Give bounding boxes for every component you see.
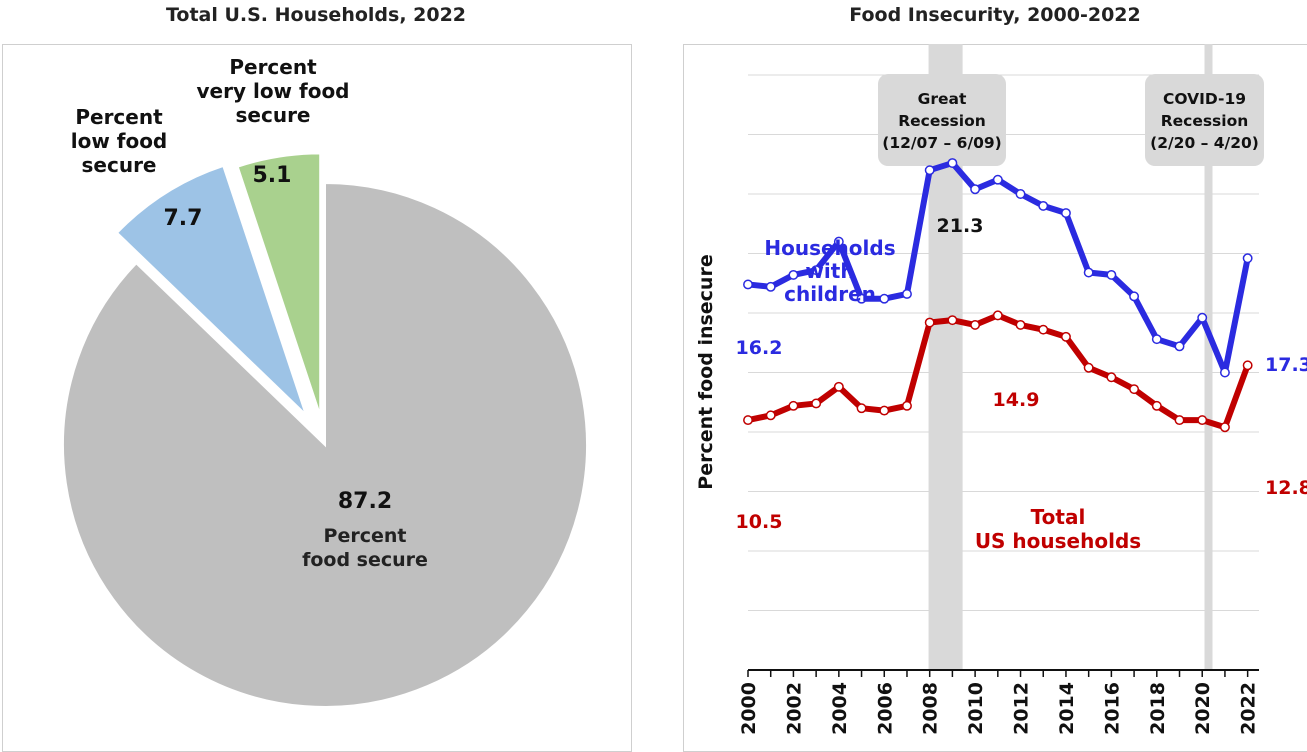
pie-slice-label: secure bbox=[82, 153, 157, 177]
data-point bbox=[947, 158, 958, 169]
data-point bbox=[1219, 367, 1230, 378]
data-point bbox=[1015, 189, 1026, 199]
x-tick-label: 2016 bbox=[1101, 682, 1123, 735]
recession-label: Great bbox=[918, 90, 967, 108]
line-chart-title: Food Insecurity, 2000-2022 bbox=[849, 4, 1141, 26]
data-point bbox=[1197, 415, 1208, 426]
data-point bbox=[1242, 360, 1253, 371]
recession-label: (2/20 – 4/20) bbox=[1150, 134, 1259, 152]
x-tick-label: 2002 bbox=[783, 682, 805, 735]
data-point bbox=[1083, 362, 1094, 373]
data-point bbox=[902, 289, 912, 299]
pie-slice-label: very low food bbox=[197, 79, 350, 103]
data-point bbox=[879, 405, 890, 416]
data-point bbox=[992, 310, 1003, 321]
data-point bbox=[1106, 372, 1117, 383]
pie-slice-value: 7.7 bbox=[164, 206, 203, 231]
x-tick-label: 2022 bbox=[1238, 682, 1260, 735]
pie-slice bbox=[236, 152, 322, 416]
recession-label: COVID-19 bbox=[1163, 90, 1246, 108]
data-point bbox=[992, 174, 1003, 185]
data-point bbox=[788, 269, 799, 280]
x-tick-label: 2018 bbox=[1147, 682, 1169, 735]
data-point bbox=[970, 184, 981, 195]
data-point bbox=[856, 403, 867, 414]
data-point bbox=[1106, 269, 1117, 280]
pie-slice bbox=[115, 164, 307, 416]
recession-label: Recession bbox=[898, 112, 986, 130]
data-point bbox=[1061, 331, 1071, 342]
pie-slice-label: Percent bbox=[229, 55, 317, 79]
series-name-label: with bbox=[805, 259, 854, 283]
data-point bbox=[1174, 415, 1185, 426]
data-point bbox=[856, 293, 867, 304]
data-point bbox=[947, 315, 958, 326]
y-axis-label: Percent food insecure bbox=[695, 254, 717, 489]
data-point bbox=[924, 317, 935, 328]
data-point bbox=[743, 415, 753, 426]
data-point bbox=[902, 400, 912, 411]
recession-label: Recession bbox=[1161, 112, 1249, 130]
data-point bbox=[1219, 422, 1230, 433]
pie-slice-label: Percent bbox=[75, 105, 163, 129]
data-point bbox=[788, 400, 799, 411]
data-point bbox=[1038, 324, 1049, 335]
data-point bbox=[833, 381, 844, 392]
x-tick-label: 2012 bbox=[1011, 682, 1033, 735]
pie-slice-value: 87.2 bbox=[338, 489, 392, 514]
pie-slice-label: secure bbox=[236, 103, 311, 127]
x-tick-label: 2020 bbox=[1192, 682, 1214, 735]
x-tick-label: 2000 bbox=[738, 682, 760, 735]
data-point bbox=[970, 319, 981, 330]
data-point bbox=[1151, 334, 1162, 345]
pie-slice-value: 5.1 bbox=[253, 163, 292, 188]
series-start-label: 10.5 bbox=[736, 511, 783, 533]
x-tick-label: 2014 bbox=[1056, 682, 1078, 735]
pie-slice-label: low food bbox=[71, 129, 168, 153]
recession-label-box bbox=[1145, 74, 1264, 166]
data-point bbox=[811, 265, 822, 276]
x-tick-label: 2006 bbox=[874, 682, 896, 735]
series-end-label: 12.8 bbox=[1265, 477, 1307, 499]
pie-chart-title: Total U.S. Households, 2022 bbox=[165, 4, 467, 26]
series-end-label: 17.3 bbox=[1265, 354, 1307, 376]
data-point bbox=[833, 236, 844, 247]
x-tick-label: 2008 bbox=[920, 682, 942, 735]
pie-slice-label: food secure bbox=[302, 549, 428, 571]
series-peak-label: 14.9 bbox=[993, 389, 1040, 411]
data-point bbox=[1038, 200, 1049, 211]
recession-band bbox=[1204, 44, 1213, 670]
data-point bbox=[879, 293, 890, 304]
data-point bbox=[1083, 267, 1094, 278]
data-point bbox=[924, 165, 935, 176]
data-point bbox=[1061, 208, 1071, 218]
data-point bbox=[1129, 384, 1140, 395]
data-point bbox=[1242, 253, 1253, 264]
data-point bbox=[765, 281, 776, 292]
data-point bbox=[743, 279, 753, 290]
series-name-label: Total bbox=[1031, 505, 1086, 529]
series-peak-label: 21.3 bbox=[937, 215, 984, 237]
x-tick-label: 2010 bbox=[965, 682, 987, 735]
series-name-label: Households bbox=[764, 236, 895, 260]
pie-slice bbox=[62, 181, 588, 708]
data-point bbox=[1151, 400, 1162, 411]
series-start-label: 16.2 bbox=[736, 337, 783, 359]
recession-label: (12/07 – 6/09) bbox=[882, 134, 1002, 152]
series-name-label: children bbox=[784, 282, 876, 306]
data-point bbox=[811, 398, 822, 409]
data-point bbox=[1197, 312, 1208, 323]
data-point bbox=[765, 410, 776, 421]
data-point bbox=[1129, 291, 1140, 302]
x-tick-label: 2004 bbox=[829, 682, 851, 735]
pie-slice-label: Percent bbox=[324, 525, 407, 547]
recession-label-box bbox=[878, 74, 1006, 166]
data-point bbox=[1174, 341, 1185, 352]
data-point bbox=[1015, 319, 1026, 330]
series-name-label: US households bbox=[975, 529, 1141, 553]
